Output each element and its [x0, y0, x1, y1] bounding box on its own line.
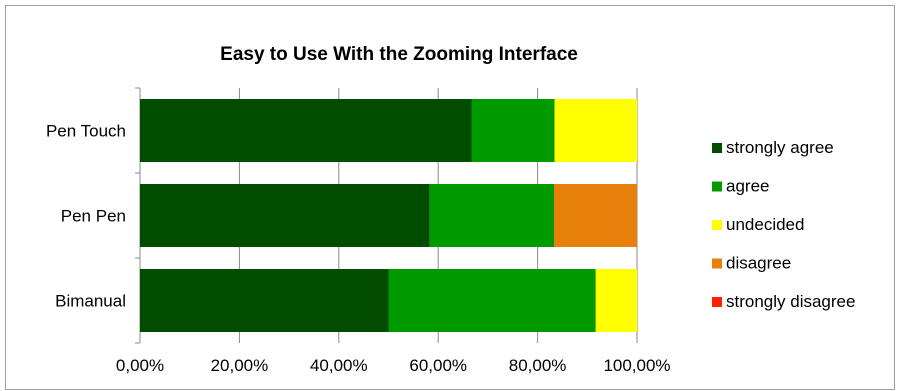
bar-segment-strongly-agree [140, 184, 430, 247]
chart-title: Easy to Use With the Zooming Interface [220, 44, 578, 65]
legend-label: strongly agree [726, 138, 834, 157]
legend: strongly agree agree undecided disagree stro… [712, 138, 855, 311]
x-tick-label: 20,00% [211, 356, 269, 375]
legend-label: agree [726, 177, 769, 196]
bar-segment-disagree [554, 184, 637, 247]
legend-label: disagree [726, 254, 791, 273]
plot-area: 0,00% 20,00% 40,00% 60,00% 80,00% 100,00% Pen … [46, 87, 671, 375]
bar-segment-strongly-agree [140, 269, 389, 332]
x-tick-label: 100,00% [603, 356, 670, 375]
bar-segment-strongly-agree [140, 99, 472, 162]
chart-frame: Easy to Use With the Zooming Interface 0… [5, 5, 895, 390]
bar-segment-agree [471, 99, 555, 162]
legend-swatch [712, 258, 722, 269]
bar-segment-agree [429, 184, 555, 247]
y-category-label: Pen Touch [46, 122, 126, 141]
x-tick-label: 80,00% [509, 356, 567, 375]
legend-swatch [712, 143, 722, 153]
bar-segment-agree [388, 269, 596, 332]
chart-svg: Easy to Use With the Zooming Interface 0… [46, 44, 856, 375]
x-tick-label: 60,00% [409, 356, 467, 375]
legend-swatch [712, 297, 722, 307]
y-category-label: Pen Pen [61, 207, 126, 226]
y-category-label: Bimanual [55, 292, 126, 311]
legend-swatch [712, 220, 722, 230]
bar-segment-undecided [554, 99, 637, 162]
x-tick-label: 40,00% [310, 356, 368, 375]
legend-swatch [712, 181, 722, 192]
legend-label: undecided [726, 215, 804, 234]
bar-segment-undecided [595, 269, 637, 332]
x-tick-label: 0,00% [116, 356, 164, 375]
legend-label: strongly disagree [726, 292, 855, 311]
